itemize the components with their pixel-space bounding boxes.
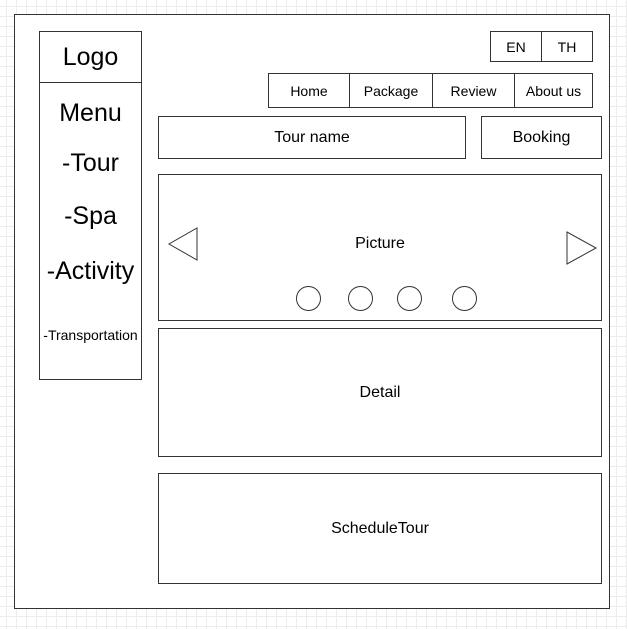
language-th-button[interactable]: TH (541, 31, 593, 62)
nav-review[interactable]: Review (432, 73, 515, 108)
menu-item-activity[interactable]: -Activity (46, 257, 135, 285)
picture-carousel: Picture (158, 174, 602, 321)
carousel-indicator[interactable] (348, 286, 373, 311)
nav-about-us[interactable]: About us (514, 73, 593, 108)
booking-button[interactable]: Booking (481, 116, 602, 159)
menu-title: Menu (59, 99, 122, 127)
schedule-tour-section: ScheduleTour (158, 473, 602, 584)
carousel-indicator[interactable] (452, 286, 477, 311)
language-en-button[interactable]: EN (490, 31, 542, 62)
carousel-indicator[interactable] (397, 286, 422, 311)
triangle-left-icon[interactable] (167, 226, 199, 264)
menu-item-transportation[interactable]: -Transportation (43, 327, 138, 343)
menu-item-spa[interactable]: -Spa (64, 202, 117, 230)
nav-home[interactable]: Home (268, 73, 350, 108)
nav-package[interactable]: Package (349, 73, 433, 108)
logo[interactable]: Logo (39, 31, 142, 83)
menu-item-tour[interactable]: -Tour (62, 149, 119, 177)
sidebar-menu: Menu -Tour -Spa -Activity -Transportatio… (39, 82, 142, 380)
triangle-right-icon[interactable] (565, 230, 599, 266)
picture-label: Picture (355, 235, 405, 252)
tour-name-field[interactable]: Tour name (158, 116, 466, 159)
carousel-indicator[interactable] (296, 286, 321, 311)
detail-section: Detail (158, 328, 602, 457)
